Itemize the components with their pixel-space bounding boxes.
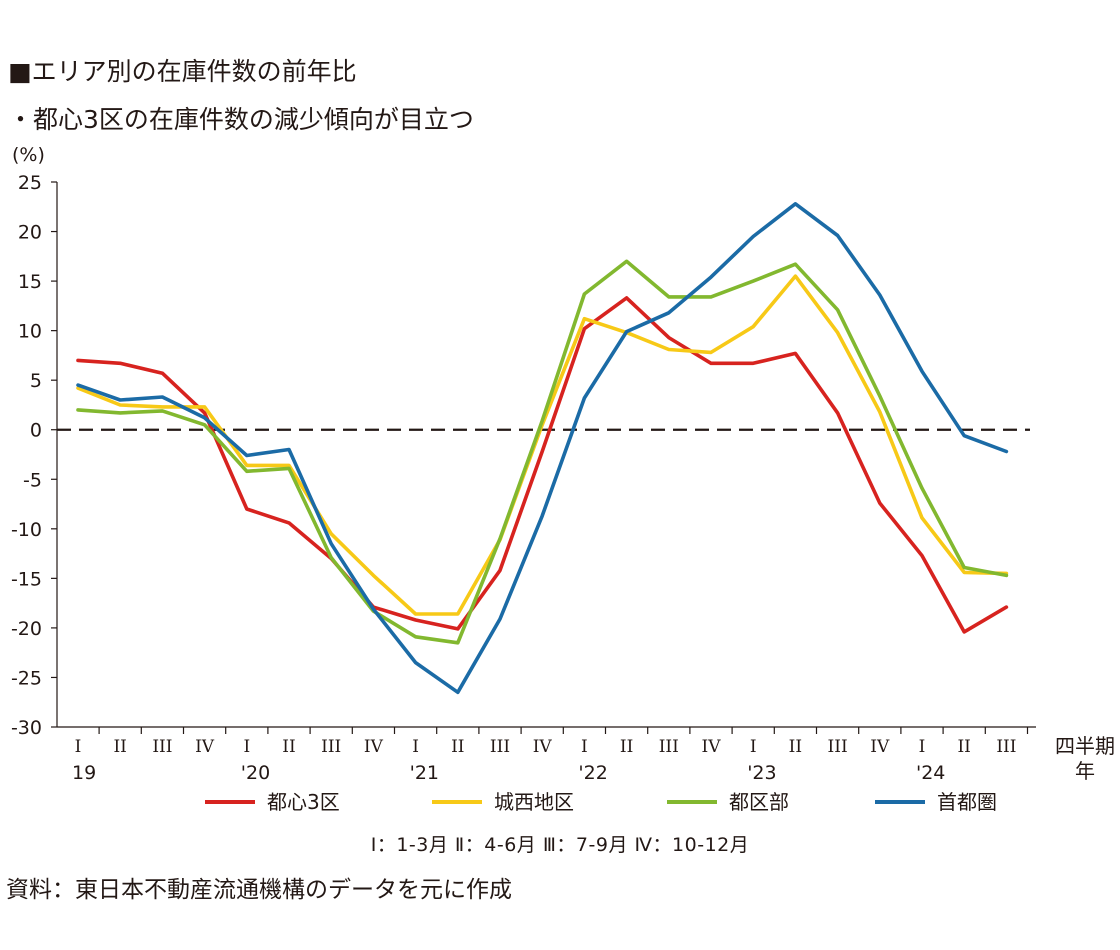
x-tick-label: I [75,737,82,757]
x-tick-label: I [412,737,419,757]
source-note: 資料：東日本不動産流通機構のデータを元に作成 [6,877,512,903]
chart-title: ■エリア別の在庫件数の前年比 [8,57,357,86]
x-tick-label: II [451,737,464,757]
year-label: '24 [916,762,945,784]
x-tick-label: II [282,737,295,757]
x-tick-label: II [620,737,633,757]
x-axis-unit-year: 年 [1075,759,1095,783]
quarter-note: Ⅰ：1-3月 Ⅱ：4-6月 Ⅲ：7-9月 Ⅳ：10-12月 [370,834,750,856]
x-tick-label: IV [364,737,384,757]
year-label: '22 [578,762,607,784]
year-label: '23 [747,762,776,784]
series-line-0 [76,296,1009,634]
x-tick-label: III [490,737,510,757]
x-tick-label: II [113,737,126,757]
x-tick-label: III [659,737,679,757]
x-tick-label: I [919,737,926,757]
x-tick-label: III [152,737,172,757]
y-tick-label: -20 [11,618,42,640]
y-tick-label: 15 [18,271,42,293]
y-tick-label: -15 [11,568,42,590]
y-tick-label: 5 [30,370,42,392]
x-tick-label: I [243,737,250,757]
series-line-2 [76,259,1009,645]
x-tick-label: II [789,737,802,757]
x-tick-label: IV [533,737,553,757]
legend-label: 首都圏 [937,790,997,814]
x-tick-label: IV [195,737,215,757]
chart-subtitle: ・都心3区の在庫件数の減少傾向が目立つ [8,105,474,134]
y-tick-label: 20 [18,222,42,244]
y-axis-unit: (%) [12,144,45,166]
x-tick-label: IV [702,737,722,757]
y-tick-label: 25 [18,172,42,194]
x-tick-label: II [957,737,970,757]
y-tick-label: 10 [18,321,42,343]
x-axis-unit-quarter: 四半期 [1055,734,1115,758]
year-label: '21 [410,762,439,784]
legend-label: 都区部 [729,790,789,814]
y-tick-label: -5 [23,469,42,491]
year-label: '20 [241,762,270,784]
x-tick-label: III [828,737,848,757]
x-tick-label: III [996,737,1016,757]
x-tick-label: I [581,737,588,757]
x-tick-label: III [321,737,341,757]
y-tick-label: -25 [11,667,42,689]
legend-label: 城西地区 [494,790,574,814]
y-tick-label: -10 [11,519,42,541]
y-tick-label: 0 [30,420,42,442]
y-tick-label: -30 [11,717,42,739]
year-label: 19 [72,762,96,784]
legend: 都心3区 城西地区 都区部 首都圏 [205,790,997,814]
x-tick-label: IV [870,737,890,757]
x-tick-label: I [750,737,757,757]
series-line-3 [76,202,1009,695]
legend-label: 都心3区 [267,790,340,814]
